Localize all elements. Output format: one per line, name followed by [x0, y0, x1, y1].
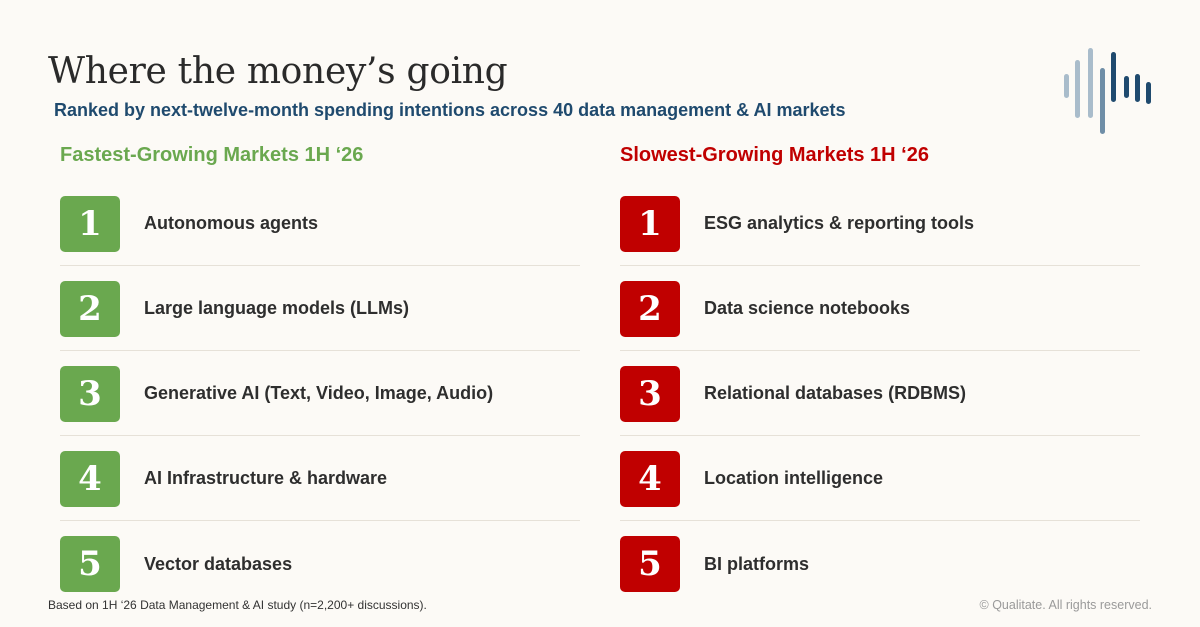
rank-badge: 1 [60, 195, 120, 252]
rank-badge: 3 [620, 365, 680, 422]
market-label: ESG analytics & reporting tools [704, 213, 975, 233]
list-item: 2 Large language models (LLMs) [60, 267, 580, 351]
market-label: AI Infrastructure & hardware [144, 468, 388, 488]
list-item: 5 BI platforms [620, 522, 1140, 606]
market-label: Autonomous agents [144, 213, 318, 233]
fastest-growing-column: Fastest-Growing Markets 1H ‘26 1 Autonom… [60, 140, 580, 607]
market-label: Data science notebooks [704, 298, 911, 318]
fastest-growing-list: 1 Autonomous agents 2 Large language mod… [60, 182, 580, 606]
list-item: 3 Generative AI (Text, Video, Image, Aud… [60, 352, 580, 436]
list-item: 3 Relational databases (RDBMS) [620, 352, 1140, 436]
list-item: 1 ESG analytics & reporting tools [620, 182, 1140, 266]
rank-badge: 2 [620, 280, 680, 337]
slowest-growing-column: Slowest-Growing Markets 1H ‘26 1 ESG ana… [620, 140, 1140, 607]
slowest-growing-heading: Slowest-Growing Markets 1H ‘26 [620, 144, 929, 166]
rank-badge: 5 [620, 536, 680, 592]
rank-badge: 3 [60, 365, 120, 422]
study-footnote: Based on 1H ‘26 Data Management & AI stu… [48, 598, 427, 612]
market-label: Large language models (LLMs) [144, 298, 410, 318]
market-label: Relational databases (RDBMS) [704, 383, 967, 403]
market-label: Generative AI (Text, Video, Image, Audio… [144, 383, 494, 403]
rank-badge: 1 [620, 195, 680, 252]
list-item: 4 AI Infrastructure & hardware [60, 437, 580, 521]
list-item: 4 Location intelligence [620, 437, 1140, 521]
list-item: 5 Vector databases [60, 522, 580, 606]
rank-badge: 5 [60, 536, 120, 592]
rank-badge: 2 [60, 280, 120, 337]
copyright-notice: © Qualitate. All rights reserved. [979, 598, 1152, 612]
market-label: BI platforms [704, 553, 810, 574]
page-title: Where the money’s going [48, 51, 508, 92]
market-label: Location intelligence [704, 468, 884, 488]
rank-badge: 4 [620, 450, 680, 507]
slowest-growing-list: 1 ESG analytics & reporting tools 2 Data… [620, 182, 1140, 606]
market-label: Vector databases [144, 553, 293, 574]
list-item: 2 Data science notebooks [620, 267, 1140, 351]
page-subtitle: Ranked by next-twelve-month spending int… [54, 100, 846, 120]
rank-badge: 4 [60, 450, 120, 507]
fastest-growing-heading: Fastest-Growing Markets 1H ‘26 [60, 144, 364, 166]
list-item: 1 Autonomous agents [60, 182, 580, 266]
soundwave-bars-icon [1064, 48, 1151, 134]
